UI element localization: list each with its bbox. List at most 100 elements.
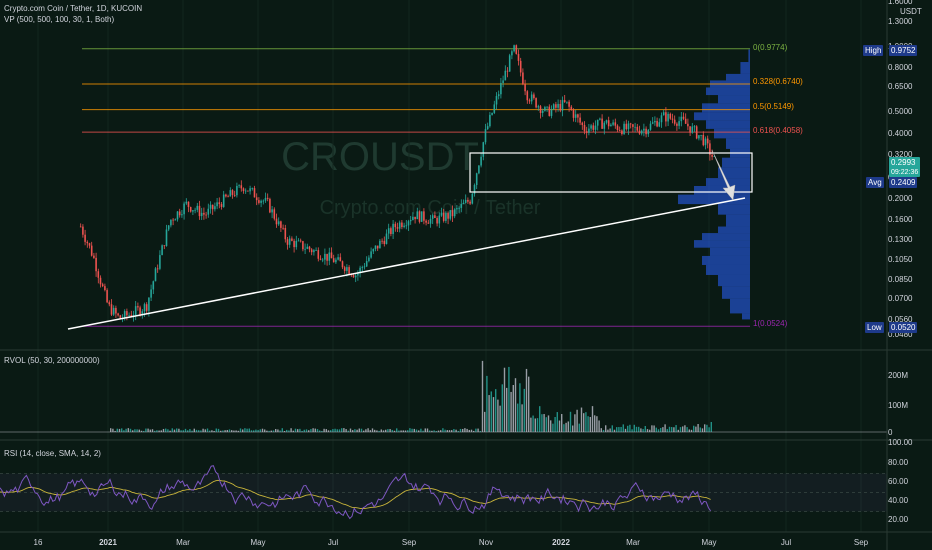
candle-body [167,225,170,230]
annotations[interactable] [67,149,753,330]
rvol-bar [609,428,611,432]
candle-body [669,113,672,119]
candle-body [689,126,691,133]
candle-body [379,240,381,249]
candle-body [603,122,606,129]
rvol-bar [314,428,316,432]
candle-body [216,202,218,207]
rvol-tick-0: 0 [888,428,893,437]
rvol-bar [605,425,607,432]
rvol-bar [224,430,226,432]
candle-body [253,188,256,198]
candle-body [211,204,214,210]
candle-body [324,253,326,260]
rvol-bar [655,427,657,432]
rvol-bar [514,378,517,432]
rvol-bar [706,424,708,432]
countdown-timer: 09:22:36 [891,169,919,176]
candle-body [401,222,403,227]
candle-body [440,212,443,216]
rvol-bar [332,429,334,432]
candle-body [264,197,267,201]
rvol-bar [688,429,690,432]
price-tick: 1.3000 [888,16,913,26]
rsi-tick-20: 20.00 [888,515,909,524]
vp-bar [702,233,750,241]
candle-body [409,219,412,222]
candle-body [108,302,111,305]
price-tick: 0.3200 [888,149,913,159]
current-price-tag: 0.2993 09:22:36 [889,157,921,177]
rvol-bar [356,429,358,432]
rsi-indicator-label[interactable]: RSI (14, close, SMA, 14, 2) [4,449,101,458]
candle-body [93,255,95,258]
candle-body [106,290,108,303]
rvol-bar [369,430,371,432]
candle-body [249,188,251,192]
candle-body [152,281,155,290]
candle-body [420,211,423,222]
fib-retracement[interactable] [82,48,750,327]
price-tick: 0.0480 [888,329,913,339]
rvol-tick-200m: 200M [888,371,909,380]
rsi-line [0,465,712,520]
rvol-bar [121,428,123,432]
rvol-bar [534,418,536,432]
candle-body [643,128,645,131]
candle-body [645,128,647,135]
time-label: Sep [401,538,417,547]
rvol-bar [303,429,305,432]
rvol-bar [455,429,457,432]
vp-bar [706,87,750,96]
candle-body [176,211,179,220]
candle-body [552,104,555,110]
rvol-bar [198,430,200,432]
rvol-bar [407,430,409,432]
price-tick: 0.8000 [888,62,913,72]
candle-body [706,138,709,144]
rvol-bar [585,412,587,432]
rvol-bar [699,427,701,432]
candle-body [310,249,313,253]
rvol-bar [576,409,578,432]
candle-body [453,209,456,217]
candle-body [185,201,188,204]
candle-body [445,213,447,221]
rvol-bar [213,430,215,432]
chart-title[interactable]: Crypto.com Coin / Tether, 1D, KUCOIN [4,4,143,13]
rvol-bar [110,428,112,432]
vp-bar [706,120,750,129]
candle-body [178,211,181,216]
candle-body [467,199,469,202]
candle-body [460,203,463,208]
rvol-bar [490,391,492,432]
candle-body [632,124,634,127]
rvol-bar [239,428,242,432]
vp-bar [726,138,750,149]
candle-body [458,207,460,209]
rvol-bar [600,428,602,432]
candle-body [489,114,491,127]
candle-body [434,215,436,219]
rvol-bar [587,416,589,432]
candle-body [607,120,610,127]
candle-body [511,51,513,56]
rvol-bar [151,429,154,432]
rvol-bar [649,429,651,432]
time-label: Nov [478,538,494,547]
rsi-tick-40: 40.00 [888,496,909,505]
rvol-pane [0,360,887,433]
rvol-bar [462,428,464,432]
candle-body [583,124,586,132]
rvol-indicator-label[interactable]: RVOL (50, 30, 200000000) [4,356,100,365]
vp-indicator-label[interactable]: VP (500, 500, 100, 30, 1, Both) [4,15,115,24]
candle-body [137,306,139,308]
candle-body [493,104,496,113]
rvol-bar [629,424,631,432]
rvol-bar [193,428,195,432]
rvol-bar [521,404,523,432]
candle-body [200,212,203,217]
rvol-bar [378,430,380,432]
candle-body [634,126,636,128]
